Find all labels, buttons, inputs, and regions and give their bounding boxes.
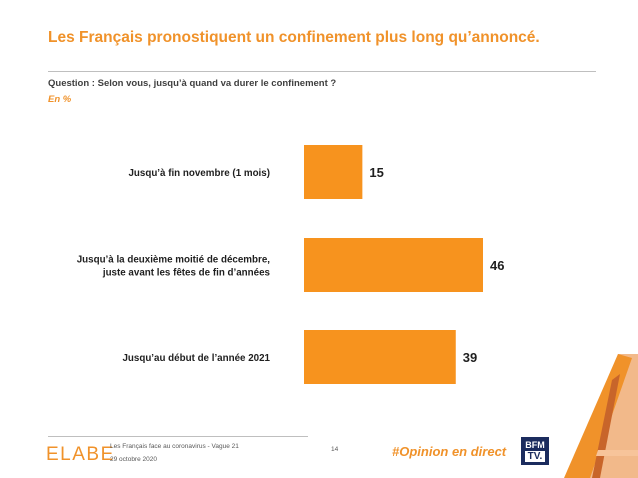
- unit-label: En %: [48, 94, 72, 105]
- category-label-line: Jusqu’au début de l’année 2021: [122, 353, 270, 364]
- header-divider: [48, 71, 596, 72]
- elabe-logo: ELABE: [46, 444, 115, 465]
- category-label-line: Jusqu’à la deuxième moitié de décembre,: [77, 255, 271, 266]
- footer-date: 29 octobre 2020: [110, 456, 157, 463]
- bfmtv-logo-bottom: TV.: [525, 451, 545, 462]
- bar-1: [304, 145, 363, 199]
- bar-2: [304, 238, 483, 292]
- category-label-line: Jusqu’à fin novembre (1 mois): [128, 168, 270, 179]
- category-label-line: juste avant les fêtes de fin d’années: [102, 268, 271, 279]
- page-title: Les Français pronostiquent un confinemen…: [48, 29, 540, 46]
- bar-chart: 15 Jusqu’à fin novembre (1 mois) 46 Jusqu’à…: [77, 145, 504, 384]
- page-number: 14: [331, 446, 339, 453]
- opinion-hashtag: #Opinion en direct: [392, 444, 507, 459]
- bar-3: [304, 330, 456, 384]
- bar-value-label-3: 39: [463, 350, 477, 365]
- bar-value-label-2: 46: [490, 258, 504, 273]
- bfmtv-logo: BFM TV.: [520, 436, 550, 466]
- category-label-2: Jusqu’à la deuxième moitié de décembre, j…: [77, 255, 271, 279]
- elabe-triangle-graphic: [564, 354, 638, 478]
- category-label-1: Jusqu’à fin novembre (1 mois): [128, 168, 270, 179]
- footer-divider: [48, 436, 308, 437]
- bfmtv-logo-top: BFM: [525, 440, 545, 450]
- bar-value-label-1: 15: [369, 165, 383, 180]
- category-label-3: Jusqu’au début de l’année 2021: [122, 353, 270, 364]
- survey-question: Question : Selon vous, jusqu’à quand va …: [48, 78, 337, 89]
- footer-study-title: Les Français face au coronavirus - Vague…: [110, 443, 239, 450]
